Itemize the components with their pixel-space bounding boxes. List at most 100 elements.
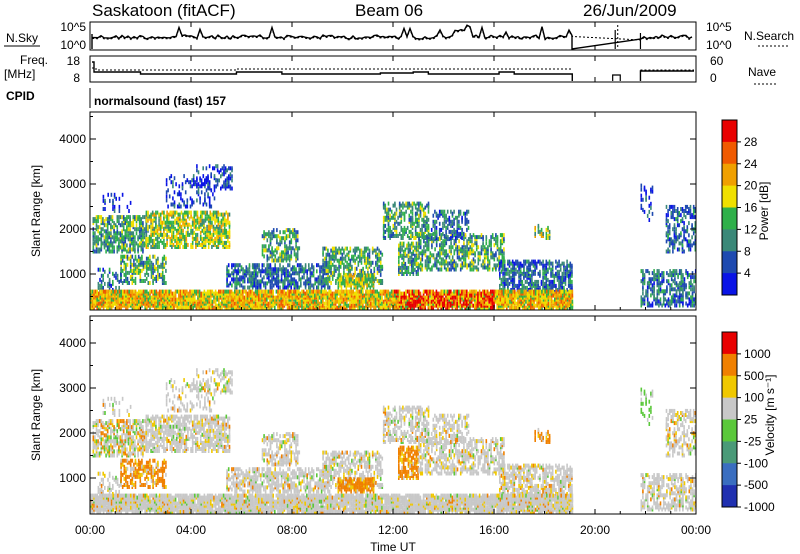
power-cell — [279, 279, 281, 283]
power-cell — [129, 235, 131, 239]
power-cell — [191, 198, 193, 202]
power-cell — [275, 234, 277, 238]
power-cell — [441, 241, 443, 245]
power-cell — [184, 223, 186, 227]
power-cell — [334, 265, 336, 269]
power-cell — [168, 213, 170, 217]
power-cell — [271, 271, 273, 275]
power-cell — [336, 290, 338, 294]
power-cell — [166, 229, 168, 233]
power-cell — [97, 225, 99, 229]
power-cell — [101, 284, 103, 288]
power-cell — [198, 190, 200, 194]
power-cell — [389, 234, 391, 238]
power-cell — [354, 259, 356, 263]
freq-right-tick-top: 60 — [710, 54, 724, 68]
power-cell — [468, 247, 470, 251]
power-cell — [279, 242, 281, 246]
power-cell — [157, 277, 159, 281]
power-cell — [144, 227, 146, 231]
power-cell — [562, 272, 564, 276]
power-cell — [218, 217, 220, 221]
power-cell — [141, 217, 143, 221]
power-cell — [183, 290, 185, 294]
power-cell — [377, 267, 379, 271]
power-cell — [196, 300, 198, 304]
power-cell — [341, 275, 343, 279]
power-cell — [134, 215, 136, 219]
power-cell — [503, 247, 505, 251]
power-cell — [290, 267, 292, 271]
power-cell — [426, 259, 428, 263]
power-cell — [571, 284, 573, 288]
power-cell — [430, 237, 432, 241]
power-cell — [370, 290, 372, 294]
power-cell — [101, 290, 103, 294]
power-cell — [107, 274, 109, 278]
power-cell — [239, 269, 241, 273]
power-cell — [465, 249, 467, 253]
power-cell — [234, 263, 236, 267]
power-cell — [522, 272, 524, 276]
power-cell — [224, 241, 226, 245]
power-cell — [325, 302, 327, 306]
power-cell — [205, 298, 207, 302]
power-cell — [400, 246, 402, 250]
power-cell — [476, 266, 478, 270]
power-cell — [457, 216, 459, 220]
power-cell — [143, 261, 145, 265]
power-cell — [377, 271, 379, 275]
power-cell — [122, 269, 124, 273]
power-cell — [298, 290, 300, 294]
power-cell — [568, 264, 570, 268]
power-cell — [122, 259, 124, 263]
power-cell — [287, 284, 289, 288]
power-cell — [179, 213, 181, 217]
power-cell — [343, 298, 345, 302]
power-cell — [536, 280, 538, 284]
power-cell — [181, 290, 183, 294]
power-cell — [495, 239, 497, 243]
power-cell — [128, 290, 130, 294]
power-cell — [275, 259, 277, 263]
power-cell — [391, 216, 393, 220]
power-cell — [149, 235, 151, 239]
power-cell — [413, 250, 415, 254]
power-cell — [110, 223, 112, 227]
power-cell — [273, 275, 275, 279]
noise-sky-label: N.Sky — [6, 31, 38, 45]
power-cell — [104, 219, 106, 223]
power-cell — [156, 267, 158, 271]
power-cell — [115, 272, 117, 276]
power-cell — [225, 178, 227, 182]
power-cell — [172, 203, 174, 207]
power-cell — [164, 290, 166, 294]
power-cell — [418, 255, 420, 259]
power-cell — [149, 296, 151, 300]
power-cell — [303, 306, 305, 310]
power-cell — [216, 235, 218, 239]
power-cell — [428, 210, 430, 214]
power-cell — [279, 296, 281, 300]
power-cell — [263, 263, 265, 267]
power-cell — [150, 245, 152, 249]
power-cell — [362, 290, 364, 294]
power-cell — [189, 294, 191, 298]
power-cell — [115, 276, 117, 280]
power-cell — [423, 218, 425, 222]
power-cell — [422, 235, 424, 239]
power-cell — [351, 265, 353, 269]
power-cell — [279, 290, 281, 294]
power-cell — [125, 255, 127, 259]
power-cell — [515, 272, 517, 276]
power-cell — [148, 292, 150, 296]
power-cell — [528, 268, 530, 272]
power-cell — [385, 216, 387, 220]
power-cell — [160, 213, 162, 217]
power-cell — [357, 290, 359, 294]
power-cell — [442, 261, 444, 265]
power-cell — [352, 296, 354, 300]
power-cell — [219, 225, 221, 229]
power-cell — [245, 306, 247, 310]
power-cell — [223, 290, 225, 294]
